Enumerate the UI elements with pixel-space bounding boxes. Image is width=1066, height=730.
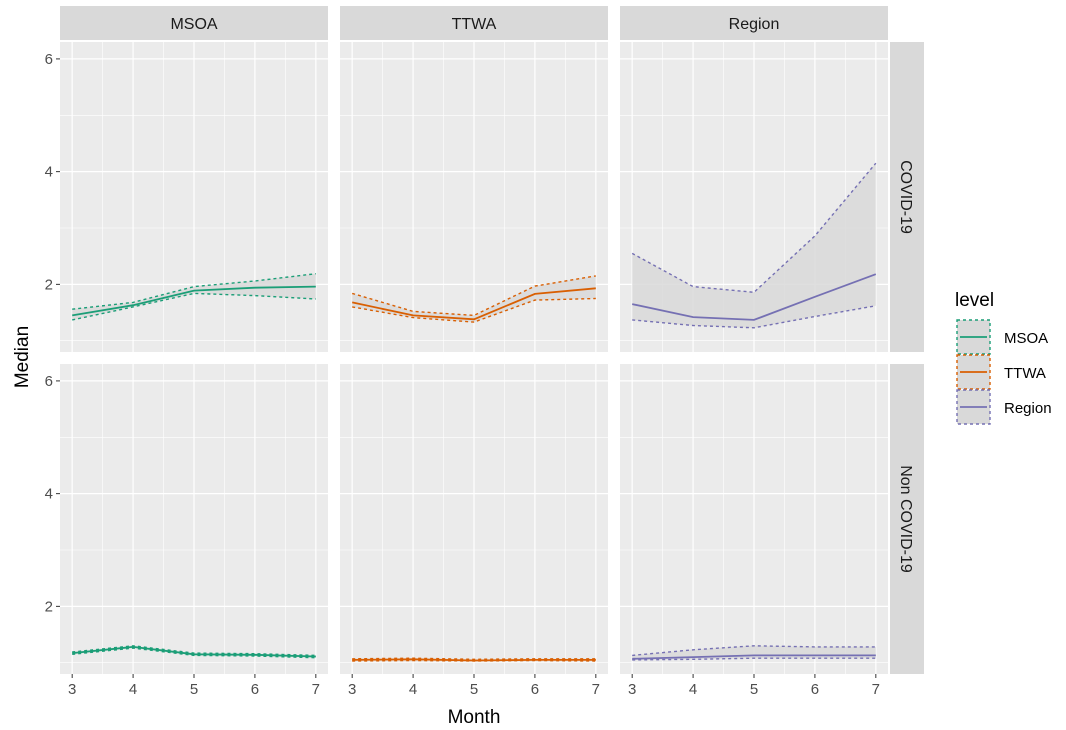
x-tick-label: 6 [531,681,539,698]
legend-entry: Region [956,389,1052,425]
x-axis-title: Month [448,707,501,728]
panel-1-2 [620,364,888,674]
upper-bound-line [352,657,596,661]
y-tick-label: 2 [45,598,53,615]
legend-label: Region [1004,400,1052,417]
panel-0-0 [60,42,328,352]
y-tick-label: 6 [45,51,53,68]
median-line [72,645,316,658]
y-axis-title: Median [12,326,33,388]
legend-label: MSOA [1004,330,1048,347]
x-tick-label: 3 [68,681,76,698]
panel-0-2 [620,42,888,352]
median-line [632,273,877,321]
lower-bound-line [632,305,876,329]
median-line [352,658,596,662]
x-tick-label: 3 [348,681,356,698]
column-strips: MSOA TTWA Region [60,6,888,40]
strip-col-2 [620,6,888,40]
x-tick-label: 3 [628,681,636,698]
x-tick-label: 4 [409,681,417,698]
legend-entry: TTWA [956,354,1046,390]
x-tick-label: 6 [811,681,819,698]
x-tick-label: 4 [689,681,697,698]
upper-bound-line [72,273,316,310]
panel-1-1 [340,364,608,674]
strip-label-col-0: MSOA [170,16,217,33]
lower-bound-line [352,297,596,323]
lower-bound-line [632,657,876,661]
legend: level MSOA TTWA Region [955,290,1052,425]
lower-bound-line [72,647,316,659]
strip-label-col-1: TTWA [452,16,497,33]
x-tick-label: 7 [872,681,880,698]
median-line [632,654,876,660]
ci-ribbon [632,163,876,328]
panel-0-1 [340,42,608,352]
upper-bound-line [352,275,596,317]
lower-bound-line [72,292,316,321]
axes: 2 4 6 2 4 6 3 4 5 6 7 3 4 5 6 7 3 4 5 6 7 [45,51,880,698]
strip-col-1 [340,6,608,40]
x-tick-label: 7 [312,681,320,698]
strip-col-0 [60,6,328,40]
legend-entry: MSOA [956,319,1048,355]
y-tick-label: 6 [45,373,53,390]
median-line [72,285,316,317]
y-tick-label: 4 [45,164,53,181]
x-tick-label: 5 [750,681,758,698]
x-tick-label: 4 [129,681,137,698]
strip-label-row-1: Non COVID-19 [897,465,914,573]
upper-bound-line [632,645,876,657]
y-tick-label: 2 [45,276,53,293]
median-line [352,287,596,321]
legend-title: level [955,290,994,311]
upper-bound-line [72,645,316,657]
ci-ribbon [72,273,316,320]
strip-label-col-2: Region [729,16,780,33]
row-strips: COVID-19 Non COVID-19 [890,42,924,674]
ci-ribbon [352,275,596,323]
x-tick-label: 7 [592,681,600,698]
strip-row-1 [890,364,924,674]
strip-label-row-0: COVID-19 [897,160,914,234]
x-tick-label: 6 [251,681,259,698]
y-tick-label: 4 [45,486,53,503]
facet-panels [60,42,888,674]
x-tick-label: 5 [190,681,198,698]
x-tick-label: 5 [470,681,478,698]
legend-label: TTWA [1004,365,1046,382]
strip-row-0 [890,42,924,352]
panel-1-0 [60,364,328,674]
